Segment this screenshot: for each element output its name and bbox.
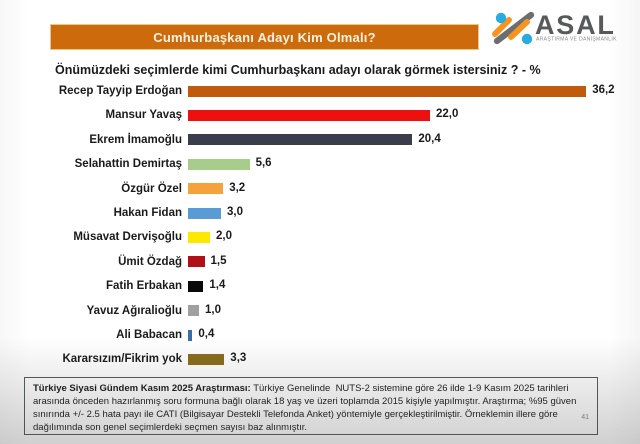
- svg-text:ARAŞTIRMA VE DANIŞMANLIK: ARAŞTIRMA VE DANIŞMANLIK: [536, 37, 617, 43]
- svg-text:ASAL: ASAL: [535, 10, 616, 40]
